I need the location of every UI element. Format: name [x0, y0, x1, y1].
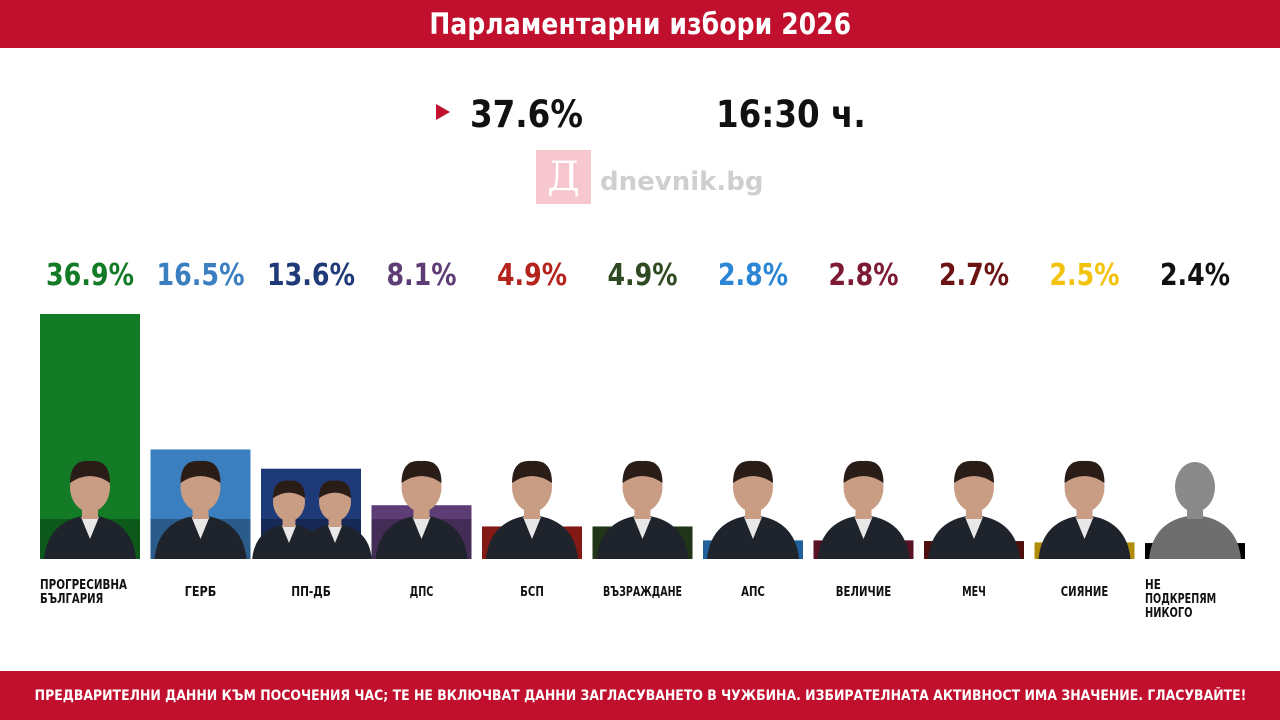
logo-letter: Д: [547, 154, 580, 200]
portrait-head: [1175, 462, 1215, 512]
header-bar: Парламентарни избори 2026: [0, 0, 1280, 48]
category-label: АПС: [741, 584, 765, 600]
portrait-neck: [328, 517, 342, 527]
play-triangle-icon: [436, 104, 450, 120]
data-label: 4.9%: [608, 258, 678, 293]
category-label: ВЕЛИЧИЕ: [836, 584, 891, 600]
portrait-hair: [273, 480, 305, 499]
category-label: ВЪЗРАЖДАНЕ: [603, 584, 682, 600]
portrait-hair: [1064, 460, 1105, 483]
portrait-shirt: [523, 517, 541, 539]
data-label: 2.7%: [939, 258, 1009, 293]
footer-disclaimer: ПРЕДВАРИТЕЛНИ ДАННИ КЪМ ПОСОЧЕНИЯ ЧАС; Т…: [34, 687, 1246, 704]
data-label: 4.9%: [497, 258, 567, 293]
portrait-hair: [733, 460, 773, 483]
portrait-hair: [70, 460, 110, 483]
page-title: Парламентарни избори 2026: [429, 7, 851, 41]
data-label: 13.6%: [267, 258, 355, 293]
candidate-portrait: [928, 460, 1020, 559]
portrait-hair: [954, 460, 994, 483]
candidate-portrait: [707, 460, 799, 559]
category-label: БЪЛГАРИЯ: [40, 591, 103, 607]
portrait-hair: [843, 460, 884, 483]
logo-icon: Д: [536, 150, 591, 204]
category-label: ПОДКРЕПЯМ: [1145, 591, 1216, 607]
portrait-shirt: [191, 517, 210, 539]
portrait-neck: [282, 517, 296, 527]
portrait-shirt: [965, 517, 983, 539]
candidate-portrait: [1149, 462, 1241, 559]
turnout-value: 37.6%: [470, 93, 583, 136]
logo-text: dnevnik.bg: [600, 167, 764, 197]
candidate-portrait: [596, 460, 689, 559]
candidate-portrait: [1038, 460, 1131, 559]
category-label: НЕ: [1145, 577, 1161, 593]
portrait-shirt: [412, 517, 431, 539]
data-label: 8.1%: [387, 258, 457, 293]
footer-bar: ПРЕДВАРИТЕЛНИ ДАННИ КЪМ ПОСОЧЕНИЯ ЧАС; Т…: [0, 671, 1280, 720]
category-label: ПРОГРЕСИВНА: [40, 577, 127, 593]
category-label: БСП: [520, 584, 544, 600]
data-label: 2.5%: [1050, 258, 1120, 293]
portrait-shirt: [744, 517, 762, 539]
portrait-hair: [180, 460, 221, 483]
category-label: ГЕРБ: [185, 584, 217, 600]
category-label: МЕЧ: [962, 584, 986, 600]
candidate-portrait: [44, 460, 136, 559]
data-label: 2.8%: [718, 258, 788, 293]
portrait-body: [1149, 515, 1241, 559]
portrait-shirt: [281, 525, 297, 543]
candidate-portrait: [817, 460, 910, 559]
category-label: ПП-ДБ: [291, 584, 331, 600]
portrait-shirt: [327, 525, 343, 543]
candidate-portrait: [298, 480, 372, 559]
candidate-portrait: [154, 460, 247, 559]
data-label: 16.5%: [157, 258, 245, 293]
portrait-shirt: [1075, 517, 1094, 539]
category-label: СИЯНИЕ: [1061, 584, 1108, 600]
category-label: НИКОГО: [1145, 605, 1192, 620]
category-label: ДПС: [410, 584, 434, 600]
data-label: 36.9%: [46, 258, 134, 293]
candidate-portrait: [486, 460, 578, 559]
data-label: 2.8%: [829, 258, 899, 293]
data-label: 2.4%: [1160, 258, 1230, 293]
candidate-portrait: [375, 460, 468, 559]
portrait-hair: [512, 460, 552, 483]
portrait-hair: [622, 460, 663, 483]
portrait-shirt: [854, 517, 873, 539]
portrait-hair: [401, 460, 442, 483]
portrait-shirt: [81, 517, 99, 539]
time-value: 16:30 ч.: [716, 93, 866, 136]
portrait-shirt: [633, 517, 652, 539]
portrait-hair: [319, 480, 351, 499]
